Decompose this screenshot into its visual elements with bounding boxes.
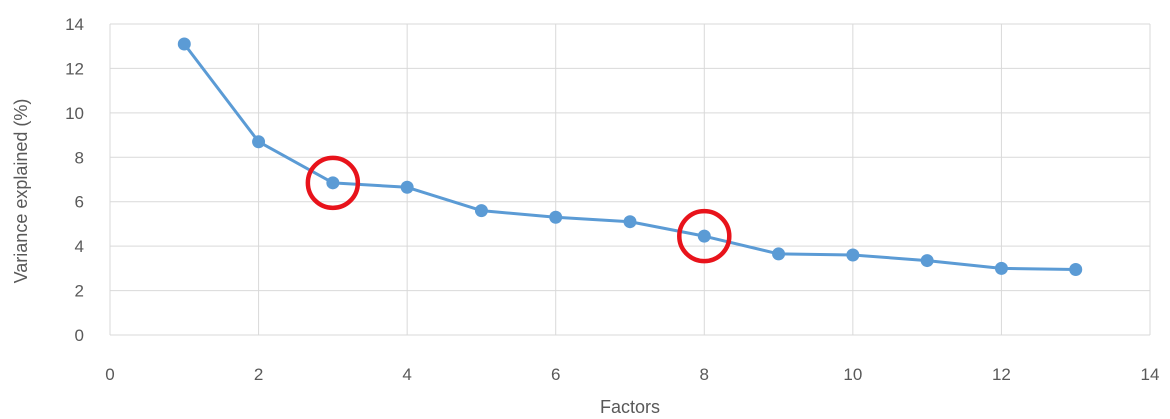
x-tick-label: 8 [700,365,709,384]
y-tick-label: 14 [65,15,84,34]
y-tick-label: 12 [65,59,84,78]
data-point [697,229,711,243]
series-line [183,43,1076,271]
x-tick-label: 2 [254,365,263,384]
y-axis-tick-labels: 0 2 4 6 8 10 12 14 [65,15,84,345]
data-point [623,215,637,229]
y-tick-label: 2 [75,282,84,301]
highlight-circles [305,155,732,264]
y-tick-label: 10 [65,104,84,123]
y-axis-title: Variance explained (%) [11,99,31,284]
data-point [474,204,488,218]
x-axis-tick-labels: 0 2 4 6 8 10 12 14 [105,365,1159,384]
data-points [177,37,1083,276]
data-point [994,261,1008,275]
gridlines [109,23,1151,336]
data-point [846,248,860,262]
x-axis-title: Factors [600,397,660,417]
x-tick-label: 14 [1141,365,1160,384]
highlight-circle [305,155,361,211]
y-tick-label: 0 [75,326,84,345]
data-point [400,180,414,194]
series-line-layer [183,43,1076,271]
data-point [177,37,191,51]
highlight-circle [677,208,732,264]
data-point [920,254,934,268]
data-point [1069,262,1083,276]
data-point [326,176,340,190]
data-point [549,210,563,224]
y-tick-label: 6 [75,193,84,212]
y-tick-label: 4 [75,237,84,256]
x-tick-label: 10 [843,365,862,384]
x-tick-label: 6 [551,365,560,384]
y-tick-label: 8 [75,148,84,167]
x-tick-label: 4 [402,365,411,384]
data-point [252,135,266,149]
x-tick-label: 0 [105,365,114,384]
x-tick-label: 12 [992,365,1011,384]
data-point [772,247,786,261]
